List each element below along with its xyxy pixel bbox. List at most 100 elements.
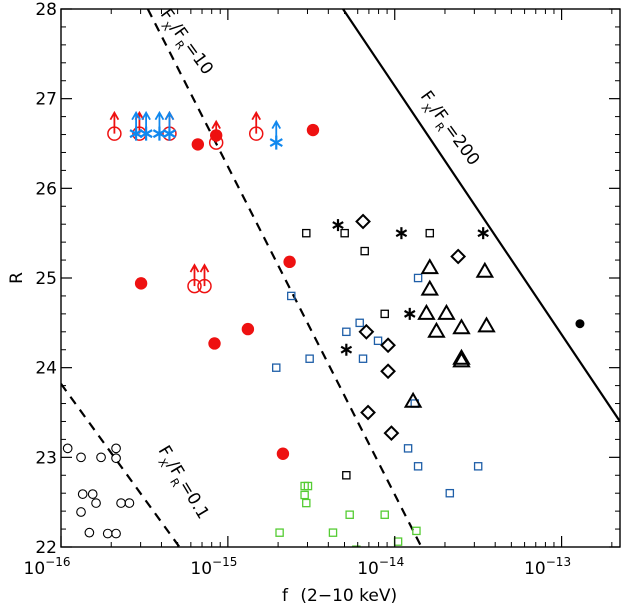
x-tick-base: 10 [524, 559, 546, 579]
black-asterisks-point [404, 307, 416, 320]
red-filled-circles-point [276, 447, 290, 460]
black-open-circles-point [111, 453, 121, 464]
black-open-circles-point [76, 507, 86, 517]
green-open-squares-point [300, 490, 309, 500]
green-open-squares-point [303, 481, 313, 491]
black-diamonds-point [360, 404, 376, 421]
black-open-circles-point [96, 452, 106, 463]
green-open-squares-point [302, 498, 311, 508]
x-axis-label-suffix: (2−10 keV) [300, 586, 397, 606]
black-diamonds-point [355, 213, 371, 230]
black-triangles-point [475, 261, 495, 278]
data-points [62, 110, 585, 555]
red-filled-circles-point [283, 255, 296, 269]
green-open-squares-point [393, 537, 403, 546]
black-open-circles-point [116, 498, 126, 508]
red-filled-circles-point [241, 322, 255, 336]
y-tick-label: 22 [35, 538, 57, 558]
red-open-circles-upper-limit-point [107, 110, 122, 141]
green-open-squares-point [275, 528, 284, 537]
black-asterisks-point [332, 219, 344, 232]
x-tick-exponent: −14 [379, 555, 404, 569]
black-asterisks-point [340, 343, 353, 356]
ratio-line [342, 9, 620, 423]
black-open-squares-point [342, 471, 351, 480]
blue-asterisks-upper-limit-point [139, 110, 153, 141]
black-diamonds-point [380, 337, 396, 354]
black-open-squares-point [380, 309, 389, 319]
black-triangles-point [452, 318, 471, 335]
blue-open-squares-point [355, 318, 364, 328]
black-open-squares-point [360, 246, 369, 256]
green-open-squares-point [412, 526, 421, 536]
green-open-squares-point [328, 528, 338, 537]
black-open-circles-point [124, 498, 135, 508]
black-triangles-point [427, 321, 446, 338]
blue-open-squares-point [403, 444, 413, 453]
black-triangles-point [452, 348, 471, 365]
ratio-label: FX/FR=10 [153, 5, 217, 81]
x-tick-label: 10−15 [190, 555, 237, 579]
black-asterisks-point [395, 227, 408, 240]
black-filled-dot-point [575, 319, 585, 329]
x-tick-exponent: −16 [45, 555, 70, 569]
black-open-circles-point [111, 443, 121, 454]
ratio-label: FX/FR=0.1 [150, 442, 213, 524]
axis-ticks [60, 8, 620, 548]
red-open-circles-upper-limit-point [208, 119, 224, 150]
black-open-circles-point [102, 528, 113, 539]
blue-open-squares-point [373, 336, 383, 346]
black-triangles-point [452, 351, 471, 368]
x-tick-base: 10 [190, 559, 212, 579]
blue-asterisks-upper-limit-point [269, 119, 283, 150]
black-open-circles-point [84, 527, 95, 538]
green-open-squares-point [345, 510, 354, 519]
plot-frame [60, 8, 621, 548]
red-filled-circles-point [191, 138, 205, 151]
blue-open-squares-point [305, 354, 314, 363]
x-tick-base: 10 [24, 559, 46, 579]
ratio-line [61, 383, 181, 547]
red-open-circles-upper-limit-point [197, 263, 212, 294]
black-triangles-point [420, 279, 440, 296]
black-open-circles-point [91, 498, 101, 508]
blue-open-squares-point [413, 273, 423, 283]
black-triangles-point [403, 391, 423, 408]
black-triangles-point [437, 303, 456, 320]
black-open-circles-point [87, 489, 98, 499]
x-tick-exponent: −15 [212, 555, 237, 569]
ratio-line [146, 9, 423, 547]
black-diamonds-point [383, 425, 400, 442]
green-open-squares-point [380, 510, 389, 519]
black-open-squares-point [425, 228, 435, 238]
blue-open-squares-point [287, 291, 296, 301]
x-tick-label: 10−16 [24, 555, 71, 579]
blue-open-squares-point [445, 488, 455, 498]
y-tick-label: 27 [35, 90, 57, 110]
black-open-squares-point [302, 228, 311, 238]
x-tick-labels: 10−16 10−15 10−14 10−13 [24, 555, 572, 579]
x-tick-exponent: −13 [546, 555, 571, 569]
black-open-circles-point [77, 489, 88, 499]
black-asterisks-point [477, 227, 489, 240]
green-open-squares-point [352, 545, 361, 547]
black-diamonds-point [358, 323, 375, 340]
x-tick-base: 10 [357, 559, 379, 579]
black-diamonds-point [450, 248, 467, 265]
black-triangles-point [417, 303, 436, 320]
x-axis-label-main: f [282, 586, 289, 606]
blue-open-squares-point [342, 327, 351, 337]
y-tick-label: 25 [35, 269, 57, 289]
ratio-lines [61, 9, 620, 547]
green-open-squares-point [391, 548, 398, 555]
x-tick-label: 10−14 [357, 555, 404, 579]
x-axis-label: f (2−10 keV) [282, 586, 397, 606]
y-axis-label: R [7, 272, 27, 284]
y-tick-label: 23 [35, 448, 57, 468]
blue-open-squares-point [272, 363, 281, 372]
y-tick-label: 24 [35, 359, 57, 379]
y-tick-label: 26 [35, 179, 57, 199]
red-filled-circles-point [306, 123, 320, 137]
y-tick-labels: 22 23 24 25 26 27 28 [35, 0, 57, 558]
